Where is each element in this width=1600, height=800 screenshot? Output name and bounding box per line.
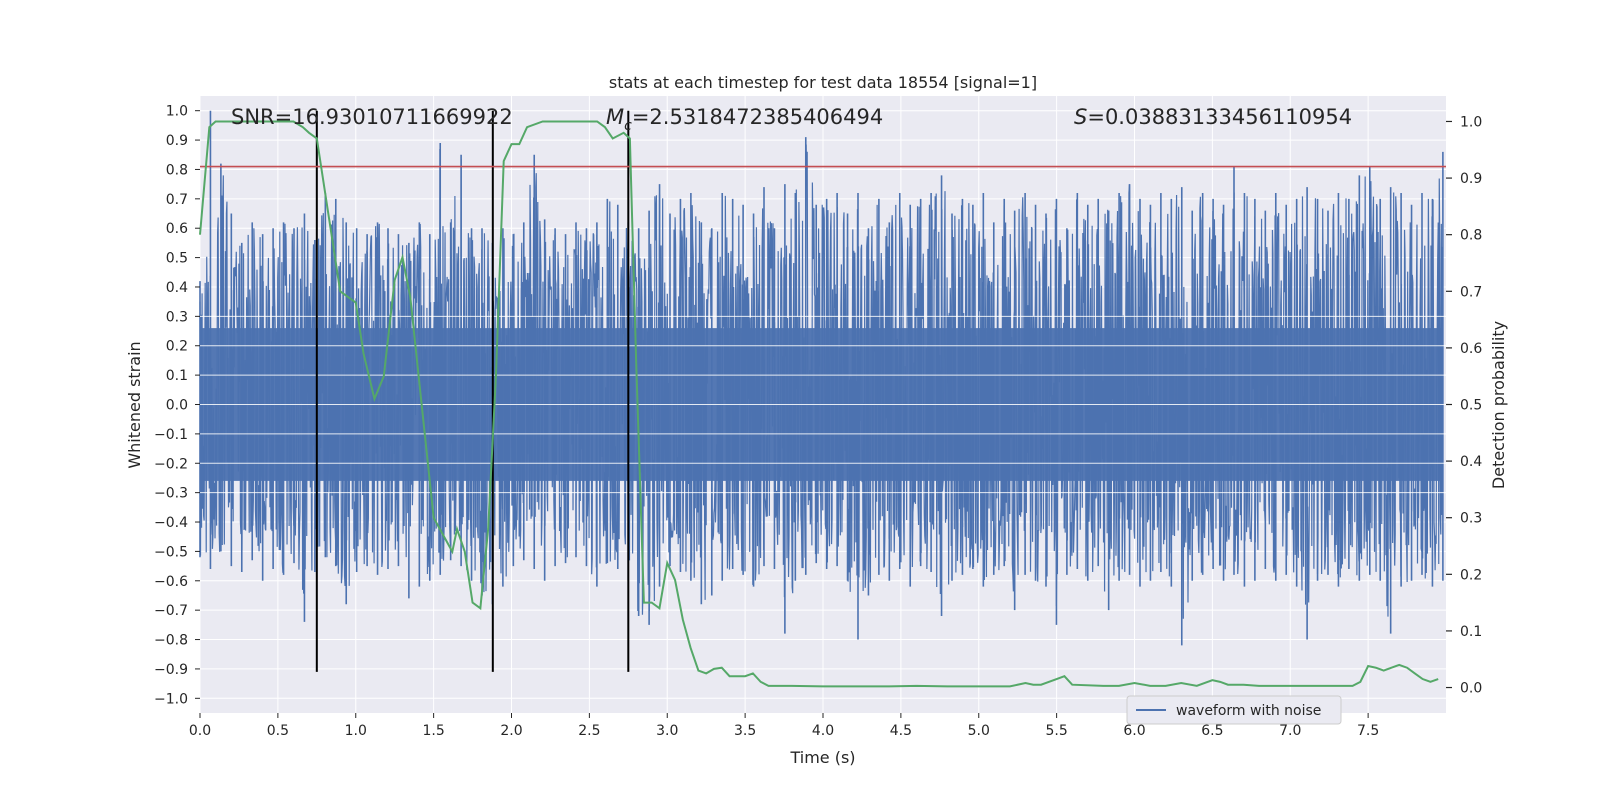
x-tick-label: 2.0 (500, 723, 522, 739)
x-axis-label: Time (s) (789, 748, 855, 767)
y-tick-label: −0.1 (154, 427, 188, 443)
y-tick-label: 0.6 (166, 221, 188, 237)
mc-annotation: Mc=2.5318472385406494 (606, 105, 883, 134)
y-tick-label: 0.4 (166, 280, 188, 296)
x-tick-label: 6.0 (1123, 723, 1145, 739)
x-tick-label: 4.5 (890, 723, 912, 739)
y-tick-label: −0.4 (154, 515, 188, 531)
y2-axis-label: Detection probability (1489, 321, 1508, 489)
y-tick-label: 0.1 (166, 368, 188, 384)
s-annotation: S=0.03883133456110954 (1074, 105, 1352, 129)
vertical-markers (315, 110, 630, 672)
y-tick-label: −0.9 (154, 662, 188, 678)
x-axis-ticks: 0.0 0.5 1.0 1.5 2.0 2.5 3.0 3.5 4.0 4.5 5.0 5.5 6.0 6… (189, 713, 1379, 739)
chart-title: stats at each timestep for test data 185… (609, 73, 1037, 92)
y2-tick-label: 0.1 (1460, 624, 1482, 640)
x-tick-label: 5.0 (968, 723, 990, 739)
y2-axis-ticks: 0.0 0.1 0.2 0.3 0.4 0.5 0.6 0.7 0.8 0.9 1.0 (1446, 114, 1482, 697)
legend-label-waveform: waveform with noise (1176, 703, 1321, 719)
y2-tick-label: 0.3 (1460, 511, 1482, 527)
legend: waveform with noise (1126, 695, 1342, 725)
y-tick-label: 0.7 (166, 192, 188, 208)
detection-probability-series (199, 120, 1439, 688)
x-tick-label: 1.0 (345, 723, 367, 739)
y-tick-label: 0.0 (166, 398, 188, 414)
y-tick-label: −0.8 (154, 633, 188, 649)
y-axis-label: Whitened strain (125, 341, 144, 468)
y-tick-label: 1.0 (166, 104, 188, 120)
x-tick-label: 7.0 (1279, 723, 1301, 739)
y2-tick-label: 0.8 (1460, 228, 1482, 244)
mc-value: =2.5318472385406494 (632, 105, 883, 129)
y2-tick-label: 0.9 (1460, 171, 1482, 187)
x-tick-label: 4.0 (812, 723, 834, 739)
y2-tick-label: 0.7 (1460, 284, 1482, 300)
y2-tick-label: 0.5 (1460, 398, 1482, 414)
x-tick-label: 1.5 (422, 723, 444, 739)
y2-tick-label: 0.2 (1460, 567, 1482, 583)
x-tick-label: 6.5 (1201, 723, 1223, 739)
y-tick-label: −0.7 (154, 603, 188, 619)
legend-box (1126, 695, 1342, 725)
x-tick-label: 3.0 (656, 723, 678, 739)
y-tick-label: 0.5 (166, 251, 188, 267)
y-tick-label: −0.3 (154, 486, 188, 502)
x-tick-label: 0.5 (267, 723, 289, 739)
detection-probability-line (199, 120, 1439, 688)
y-axis-ticks: −1.0 −0.9 −0.8 −0.7 −0.6 −0.5 −0.4 −0.3 −0.2 −0.1… (154, 104, 200, 707)
y-tick-label: −0.2 (154, 456, 188, 472)
y2-tick-label: 0.6 (1460, 341, 1482, 357)
y-tick-label: 0.2 (166, 339, 188, 355)
y-tick-label: 0.3 (166, 309, 188, 325)
s-value: =0.03883133456110954 (1087, 105, 1352, 129)
x-tick-label: 2.5 (578, 723, 600, 739)
y2-tick-label: 1.0 (1460, 114, 1482, 130)
x-tick-label: 5.5 (1045, 723, 1067, 739)
y2-tick-label: 0.0 (1460, 681, 1482, 697)
y-tick-label: −1.0 (154, 691, 188, 707)
y-tick-label: 0.8 (166, 162, 188, 178)
x-tick-label: 3.5 (734, 723, 756, 739)
waveform-series (199, 110, 1446, 646)
y-tick-label: 0.9 (166, 133, 188, 149)
x-tick-label: 0.0 (189, 723, 211, 739)
x-tick-label: 7.5 (1357, 723, 1379, 739)
y2-tick-label: 0.4 (1460, 454, 1482, 470)
snr-annotation: SNR=16.93010711669922 (231, 105, 513, 129)
y-tick-label: −0.6 (154, 574, 188, 590)
y-tick-label: −0.5 (154, 544, 188, 560)
